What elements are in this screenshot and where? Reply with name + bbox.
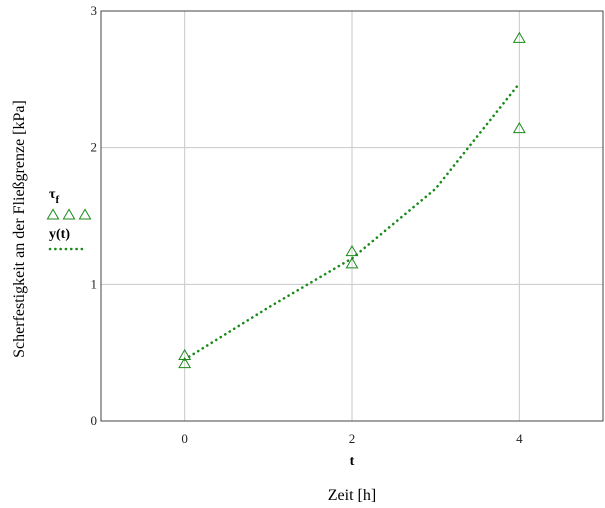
- data-point-marker: [178, 357, 192, 369]
- y-tick-label: 3: [91, 3, 98, 18]
- x-tick-label: 2: [349, 431, 356, 446]
- data-point-marker: [512, 31, 526, 43]
- y-axis-title: Scherfestigkeit an der Fließgrenze [kPa]: [11, 100, 28, 358]
- grid-lines: [101, 10, 603, 422]
- data-point-marker: [178, 348, 192, 360]
- legend: τf y(t): [46, 187, 92, 251]
- data-point-marker: [345, 257, 359, 269]
- legend-label-y-t: y(t): [49, 227, 70, 242]
- legend-tau-subscript: f: [55, 194, 59, 206]
- tick-labels: 0 2 4 0 1 2 3: [91, 3, 524, 446]
- x-axis-variable: t: [350, 454, 355, 469]
- y-tick-label: 1: [91, 276, 98, 291]
- x-tick-label: 0: [181, 431, 188, 446]
- legend-marker-triangle: [46, 208, 60, 220]
- legend-tau-symbol: τ: [49, 187, 56, 202]
- legend-marker-triangle: [62, 208, 76, 220]
- data-point-marker: [512, 121, 526, 134]
- legend-marker-triangle: [78, 208, 92, 220]
- x-tick-label: 4: [516, 431, 523, 446]
- y-tick-label: 2: [91, 140, 98, 155]
- x-axis-title: Zeit [h]: [328, 487, 376, 504]
- y-tick-label: 0: [91, 413, 98, 428]
- data-series: [178, 31, 526, 369]
- legend-marker-swatch-tau-f: [46, 208, 92, 220]
- data-point-marker: [345, 244, 359, 257]
- legend-label-tau-f: τf: [49, 187, 59, 206]
- plot-frame: [100, 10, 604, 422]
